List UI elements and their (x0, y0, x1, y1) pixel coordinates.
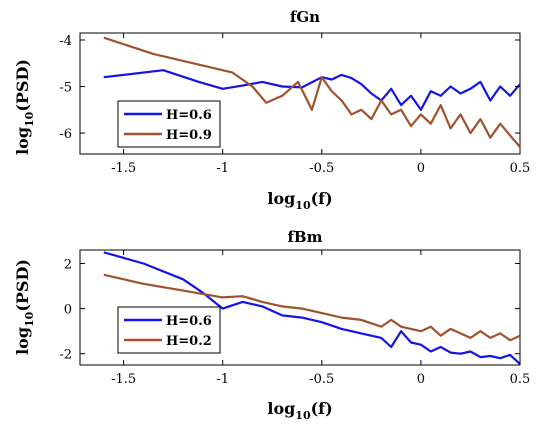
y-tick-label: 0 (64, 303, 72, 318)
series-line-2 (103, 273, 521, 342)
x-axis-label: log10(f) (267, 189, 332, 212)
legend-box (117, 100, 221, 148)
y-tick-label: -4 (59, 34, 72, 49)
plot-area: -1.5 -1 -0.5 0 0.5 -4 -5 -6 H=0.6 H=0.9 (59, 32, 531, 176)
x-tick-label: 0.5 (510, 372, 531, 387)
legend: H=0.6 H=0.9 (117, 100, 221, 148)
x-tick-label: -1.5 (111, 161, 136, 176)
x-tick-label: -1 (216, 161, 229, 176)
x-tick-label: 0 (417, 372, 425, 387)
series-line-1 (103, 251, 521, 365)
legend-label: H=0.9 (166, 128, 212, 143)
legend-label: H=0.6 (166, 314, 212, 329)
y-axis-label: log10(PSD) (13, 259, 36, 355)
legend: H=0.6 H=0.2 (117, 306, 221, 354)
chart-title: fBm (287, 228, 322, 246)
y-tick-label: 2 (64, 258, 72, 273)
x-tick-label: 0.5 (510, 161, 531, 176)
y-tick-label: -5 (59, 81, 72, 96)
legend-label: H=0.2 (166, 334, 212, 349)
chart-fgn: fGn -1.5 -1 -0.5 0 0.5 -4 -5 -6 H=0.6 H=0.9 log10… (13, 8, 530, 212)
y-tick-label: -6 (59, 127, 72, 142)
x-tick-label: 0 (417, 161, 425, 176)
chart-title: fGn (290, 8, 320, 26)
plot-area: -1.5 -1 -0.5 0 0.5 2 0 -2 H=0.6 H=0.2 (59, 249, 531, 387)
x-tick-label: -1.5 (111, 372, 136, 387)
x-axis-label: log10(f) (267, 399, 332, 422)
y-axis-label: log10(PSD) (13, 59, 36, 155)
series-line-2 (103, 36, 521, 148)
x-tick-label: -0.5 (309, 372, 334, 387)
x-tick-label: -0.5 (309, 161, 334, 176)
x-tick-label: -1 (216, 372, 229, 387)
y-tick-label: -2 (59, 348, 72, 363)
legend-box (117, 306, 221, 354)
chart-fbm: fBm -1.5 -1 -0.5 0 0.5 2 0 -2 H=0.6 H=0.2 log10(P… (13, 228, 530, 422)
legend-label: H=0.6 (166, 108, 212, 123)
